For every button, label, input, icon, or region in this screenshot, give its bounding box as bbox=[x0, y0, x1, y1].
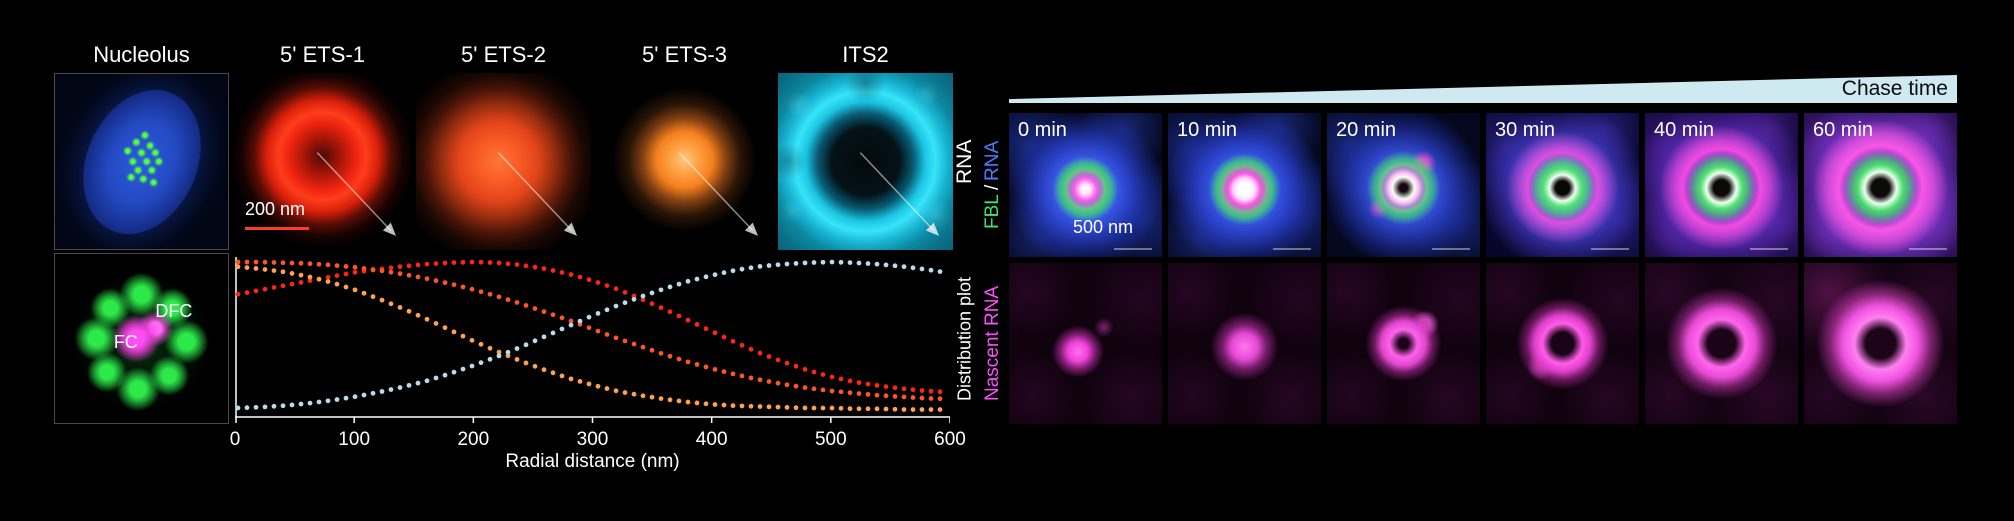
dfc-fc-signal bbox=[55, 254, 228, 423]
chase-30min-signal bbox=[1486, 113, 1639, 257]
chase-image-10min: 10 min bbox=[1168, 113, 1321, 257]
chase-10min-signal bbox=[1168, 113, 1321, 257]
column-label-ets2: 5' ETS-2 bbox=[461, 42, 546, 67]
nascent-20min-signal bbox=[1327, 263, 1480, 424]
x-tick-label: 200 bbox=[457, 429, 490, 450]
ets3-image bbox=[597, 73, 772, 250]
scalebar-tick bbox=[1750, 248, 1788, 250]
ets1-image: 200 nm bbox=[235, 73, 410, 250]
nascent-image-20min bbox=[1327, 263, 1480, 424]
timepoint-label: 20 min bbox=[1336, 119, 1397, 141]
scalebar-200nm-label: 200 nm bbox=[245, 199, 306, 219]
nascent-image-0min bbox=[1009, 263, 1162, 424]
nascent-60min-signal bbox=[1804, 263, 1957, 424]
nascent-10min-signal bbox=[1168, 263, 1321, 424]
chase-time-wedge: Chase time bbox=[1009, 75, 1957, 103]
nascent-image-60min bbox=[1804, 263, 1957, 424]
x-tick-label: 600 bbox=[934, 429, 966, 450]
radial-arrow-icon bbox=[678, 152, 758, 236]
chase-20min-signal bbox=[1327, 113, 1480, 257]
timepoint-label: 10 min bbox=[1177, 119, 1238, 141]
ets2-image bbox=[416, 73, 591, 250]
chase-image-60min: 60 min bbox=[1804, 113, 1957, 257]
chase-time-label: Chase time bbox=[1841, 77, 1948, 100]
dfc-fc-image: DFC FC bbox=[54, 253, 229, 424]
distribution-plot-label: Distribution plot bbox=[954, 276, 975, 401]
chase-image-40min: 40 min bbox=[1645, 113, 1798, 257]
radial-arrow-icon bbox=[316, 152, 396, 236]
scalebar-tick bbox=[1909, 248, 1947, 250]
x-tick-label: 400 bbox=[695, 429, 728, 450]
nascent-image-30min bbox=[1486, 263, 1639, 424]
column-label-ets3: 5' ETS-3 bbox=[642, 42, 727, 67]
dfc-label: DFC bbox=[155, 301, 193, 322]
radial-arrow-icon bbox=[497, 152, 577, 236]
fc-label: FC bbox=[113, 331, 138, 352]
scalebar-200nm-bar bbox=[245, 227, 309, 230]
scalebar-500nm-label: 500 nm bbox=[1073, 217, 1134, 237]
scalebar-tick bbox=[1432, 248, 1470, 250]
nascent-30min-signal bbox=[1486, 263, 1639, 424]
x-axis-title: Radial distance (nm) bbox=[505, 451, 680, 472]
rna-row-label: RNA bbox=[953, 139, 976, 184]
scalebar-tick bbox=[1273, 248, 1311, 250]
chase-0min-signal bbox=[1009, 113, 1162, 257]
nascent-image-40min bbox=[1645, 263, 1798, 424]
x-tick-label: 300 bbox=[576, 429, 609, 450]
column-label-its2: ITS2 bbox=[842, 42, 889, 67]
rdna-foci-dots bbox=[55, 74, 228, 249]
distribution-plot bbox=[235, 253, 951, 424]
slash-label-part: / bbox=[982, 185, 1003, 191]
chase-40min-signal bbox=[1645, 113, 1798, 257]
nascent-image-10min bbox=[1168, 263, 1321, 424]
radial-arrow-icon bbox=[859, 152, 939, 236]
nucleolus-image bbox=[54, 73, 229, 250]
its2-image bbox=[778, 73, 953, 250]
x-tick-label: 500 bbox=[814, 429, 847, 450]
column-label-ets1: 5' ETS-1 bbox=[280, 42, 365, 67]
column-label-nucleolus: Nucleolus bbox=[93, 42, 190, 67]
timepoint-label: 60 min bbox=[1813, 119, 1874, 141]
rna-label-part: RNA bbox=[982, 140, 1003, 181]
chase-image-20min: 20 min bbox=[1327, 113, 1480, 257]
fbl-label-part: FBL bbox=[982, 194, 1003, 230]
nascent-40min-signal bbox=[1645, 263, 1798, 424]
x-tick-label: 100 bbox=[338, 429, 371, 450]
scalebar-tick bbox=[1591, 248, 1629, 250]
timepoint-label: 30 min bbox=[1495, 119, 1556, 141]
distribution-plot-svg bbox=[235, 257, 951, 423]
chase-60min-signal bbox=[1804, 113, 1957, 257]
x-tick-label: 0 bbox=[229, 429, 241, 450]
scalebar-tick bbox=[1114, 248, 1152, 250]
nascent-0min-signal bbox=[1009, 263, 1162, 424]
fbl-rna-channel-label: FBL / RNA bbox=[981, 113, 1005, 257]
chase-image-0min: 0 min 500 nm bbox=[1009, 113, 1162, 257]
chase-image-30min: 30 min bbox=[1486, 113, 1639, 257]
timepoint-label: 0 min bbox=[1018, 119, 1067, 141]
nascent-rna-channel-label: Nascent RNA bbox=[982, 285, 1003, 402]
x-axis-ticks: 0 100 200 300 400 500 600 bbox=[230, 429, 966, 451]
timepoint-label: 40 min bbox=[1654, 119, 1715, 141]
